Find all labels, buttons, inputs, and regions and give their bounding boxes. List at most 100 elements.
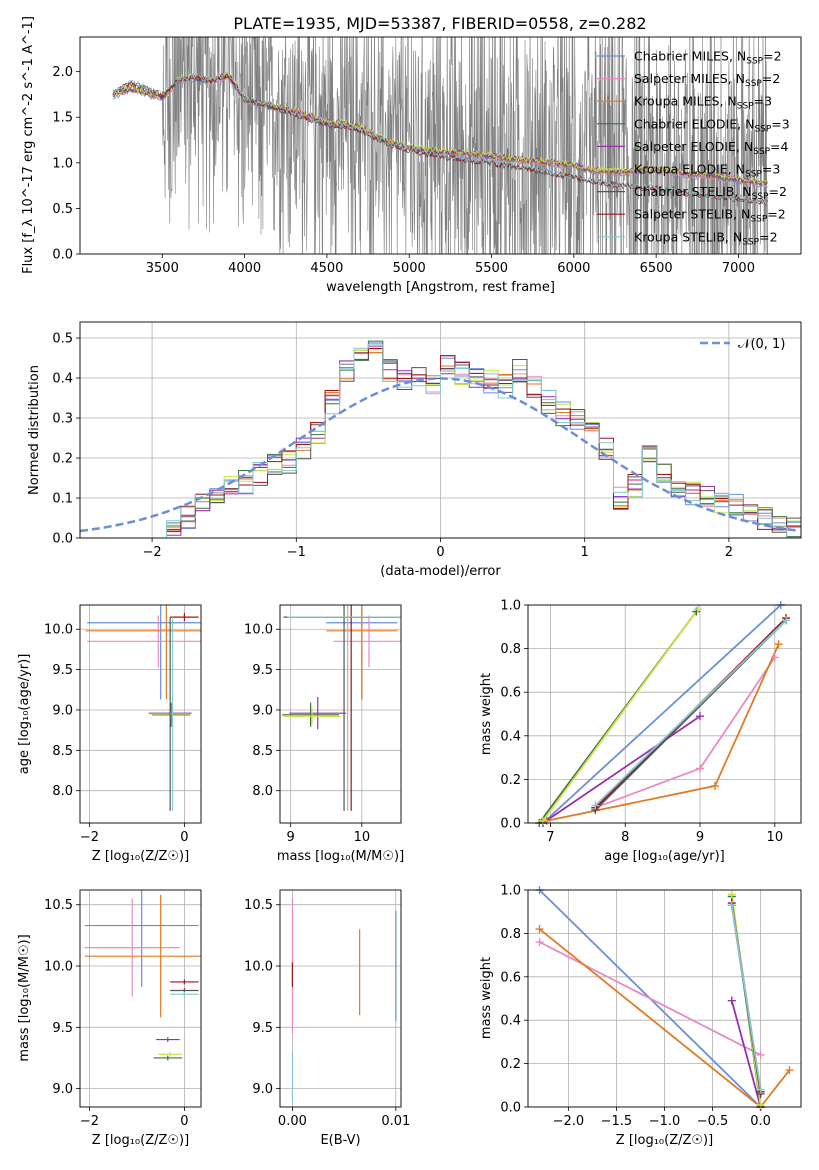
panel-mass-vs-EBV: 0.00 0.01 9.0 9.5 10.0 10.5 E(B-V): [244, 889, 410, 1148]
mass-weight-marker: [774, 640, 783, 649]
x-tick-label: 3500: [146, 261, 179, 276]
legend-entry: Salpeter ELODIE, NSSP=4: [634, 139, 789, 157]
residual-legend: 𝒩(0, 1): [700, 337, 785, 352]
y-tick-label: 8.0: [52, 784, 73, 799]
legend-entry: Chabrier STELIB, NSSP=2: [634, 184, 787, 202]
x-tick-label: −2: [80, 1114, 99, 1129]
y-tick-label: 10.5: [244, 898, 273, 913]
x-tick-label: 5000: [393, 261, 426, 276]
panel-massweight-vs-Z: −2.0 −1.5 −1.0 −0.5 0.0 0.0 0.2 0.4 0.6 0.8 1.0 Z […: [479, 884, 802, 1148]
spectrum-legend: Chabrier MILES, NSSP=2 Salpeter MILES, NS…: [597, 49, 790, 247]
x-axis-label: Z [log₁₀(Z/Z☉)]: [616, 1133, 713, 1148]
legend-nssp: 3: [764, 94, 772, 109]
y-tick-label: 9.5: [252, 1021, 273, 1036]
x-tick-label: 6500: [640, 261, 673, 276]
y-tick-label: 10.0: [44, 960, 73, 975]
model-spectrum-line: [112, 70, 768, 206]
mass-weight-line: [594, 656, 776, 809]
legend-model: Chabrier MILES: [634, 49, 729, 64]
mass-weight-line: [542, 608, 699, 822]
plot-area-spectrum: [112, 37, 768, 254]
mass-weight-marker: [782, 616, 791, 625]
x-tick-label: 9: [696, 830, 704, 845]
y-axis-label: mass weight: [479, 673, 494, 755]
y-tick-label: 8.0: [252, 784, 273, 799]
mass-weight-marker: [727, 901, 736, 910]
y-tick-label: 0.2: [500, 1057, 521, 1072]
y-tick-label: 10.0: [244, 960, 273, 975]
x-tick-label: 0: [180, 1114, 188, 1129]
legend-nssp: 2: [770, 229, 778, 244]
y-tick-label: 0.4: [52, 372, 73, 387]
x-tick-label: −1.0: [649, 1114, 681, 1129]
y-tick-label: 0.5: [52, 202, 73, 217]
x-tick-label: 4500: [310, 261, 343, 276]
mass-weight-marker: [727, 996, 736, 1005]
axes-frame-residuals: [79, 321, 802, 539]
y-tick-label: 8.5: [52, 744, 73, 759]
y-axis-label: Flux [f_λ 10^-17 erg cm^-2 s^-1 A^-1]: [21, 16, 36, 274]
panel-age-vs-Z: −2 0 8.0 8.5 9.0 9.5 10.0 Z [log₁₀(Z/Z☉)] age [l…: [17, 604, 202, 864]
legend-entry: Kroupa STELIB, NSSP=2: [634, 229, 778, 247]
panel-mass-vs-Z: −2 0 9.0 9.5 10.0 10.5 Z [log₁₀(Z/Z☉)] mass [lo…: [17, 889, 202, 1148]
y-tick-label: 8.5: [252, 744, 273, 759]
mass-weight-line: [730, 905, 762, 1090]
y-axis-label: mass weight: [479, 957, 494, 1039]
y-tick-label: 0.2: [52, 452, 73, 467]
legend-entry: Chabrier ELODIE, NSSP=3: [634, 116, 790, 134]
x-tick-label: 10: [354, 830, 371, 845]
axes-frame-spectrum: [79, 36, 802, 255]
panel-age-vs-mass: 9 10 8.0 8.5 9.0 9.5 10.0 mass [log₁₀(M/M☉)]: [244, 604, 404, 864]
legend-entry: 𝒩(0, 1): [738, 337, 785, 352]
x-axis-label: E(B-V): [320, 1133, 360, 1148]
y-axis-label: age [log₁₀(age/yr)]: [17, 654, 32, 775]
mass-weight-marker: [770, 653, 779, 662]
legend-model: Kroupa ELODIE: [634, 162, 728, 177]
legend-nssp: 2: [779, 184, 787, 199]
mass-weight-marker: [696, 712, 705, 721]
axes-frame-massweight-vs-Z: [527, 889, 802, 1108]
axes-frame-massweight-vs-age: [527, 604, 802, 824]
axes-frame-age-vs-mass: [279, 604, 402, 824]
y-tick-label: 9.5: [52, 663, 73, 678]
x-tick-label: 6000: [557, 261, 590, 276]
mass-weight-marker: [727, 890, 736, 899]
mass-weight-marker: [756, 1085, 765, 1094]
plot-area-residuals: [80, 340, 801, 538]
x-axis-label: wavelength [Angstrom, rest frame]: [326, 280, 555, 295]
x-tick-label: −1: [287, 545, 306, 560]
mass-weight-marker: [696, 764, 705, 773]
x-axis-label: Z [log₁₀(Z/Z☉)]: [92, 849, 189, 864]
x-tick-label: 2: [725, 545, 733, 560]
y-tick-label: 0.0: [52, 248, 73, 263]
mass-weight-marker: [710, 781, 719, 790]
y-tick-label: 0.5: [52, 332, 73, 347]
grid-mass-vs-Z: [80, 890, 201, 1107]
x-tick-label: 7000: [722, 261, 755, 276]
axes-frame-age-vs-Z: [79, 604, 202, 824]
mass-weight-line: [730, 1000, 762, 1107]
y-tick-label: 0.6: [500, 686, 521, 701]
legend-model: Chabrier ELODIE: [634, 116, 737, 131]
x-tick-label: −2.0: [553, 1114, 585, 1129]
panel-massweight-vs-age: 7 8 9 10 0.0 0.2 0.4 0.6 0.8 1.0 age [log₁₀(age/yr…: [479, 599, 802, 864]
legend-entry: Salpeter STELIB, NSSP=2: [634, 207, 786, 225]
mass-weight-marker: [538, 816, 547, 825]
plot-area-age-vs-mass: [282, 605, 401, 811]
mass-weight-marker: [535, 938, 544, 947]
y-tick-label: 9.5: [52, 1021, 73, 1036]
y-tick-label: 0.8: [500, 927, 521, 942]
x-tick-label: 8: [621, 830, 629, 845]
mass-weight-line: [538, 928, 791, 1107]
y-axis-label: Normed distribution: [27, 365, 42, 495]
mass-weight-line: [542, 715, 701, 823]
mass-weight-marker: [756, 1050, 765, 1059]
y-tick-label: 9.0: [52, 1082, 73, 1097]
y-tick-label: 9.0: [252, 1082, 273, 1097]
legend-nssp: 2: [772, 71, 780, 86]
legend-nssp: 3: [772, 162, 780, 177]
legend-model: Salpeter ELODIE: [634, 139, 736, 154]
x-axis-label: mass [log₁₀(M/M☉)]: [277, 849, 404, 864]
x-tick-label: 0.01: [381, 1114, 410, 1129]
